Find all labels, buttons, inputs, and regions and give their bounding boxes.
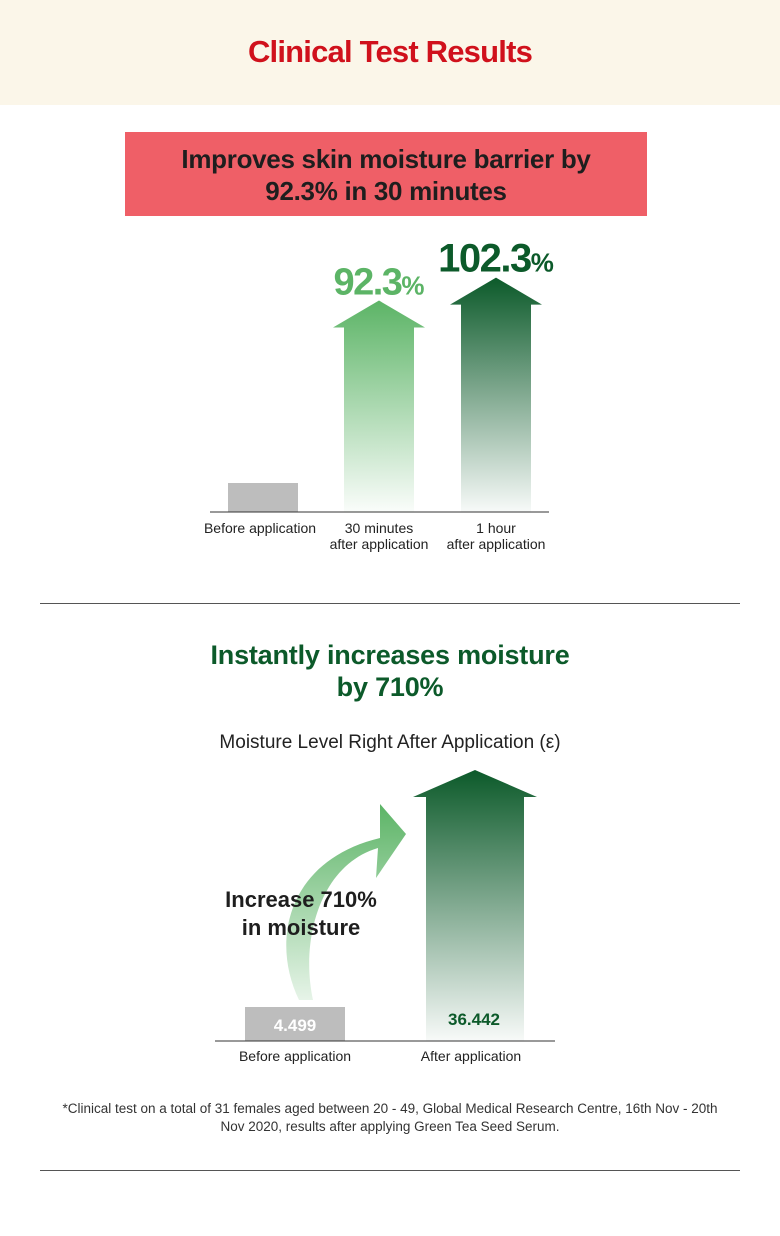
x-tick-label-2: 1 hour <box>476 520 516 536</box>
section-divider <box>40 603 740 604</box>
header-band: Clinical Test Results <box>0 0 780 105</box>
annotation-line1: Increase 710% <box>225 887 377 912</box>
x-tick-label-1-line2: after application <box>330 536 429 552</box>
x-tick-label-1: 30 minutes <box>345 520 413 536</box>
x-tick-label-2-line2: after application <box>447 536 546 552</box>
section2-title-line1: Instantly increases moisture <box>210 640 570 670</box>
x-tick-label-1: After application <box>421 1048 521 1064</box>
bar-arrow-30-minutes <box>333 300 425 512</box>
bar-before-application <box>228 483 298 512</box>
data-label-1: 92.3% <box>333 262 424 304</box>
curved-increase-arrow <box>286 804 406 1000</box>
page-title: Clinical Test Results <box>247 34 533 69</box>
moisture-level-chart: Increase 710% in moisture 4.499 36.442 Bef… <box>215 770 555 1064</box>
section2-title-line2: by 710% <box>336 672 444 702</box>
headline-banner: Improves skin moisture barrier by 92.3% … <box>125 132 647 216</box>
banner-line-1: Improves skin moisture barrier by <box>181 144 591 174</box>
banner-line-2: 92.3% in 30 minutes <box>265 176 507 206</box>
data-label-before: 4.499 <box>274 1016 317 1035</box>
bar-arrow-1-hour <box>450 277 542 512</box>
chart2-title: Moisture Level Right After Application (… <box>219 732 561 753</box>
bar-before-application <box>245 1007 345 1041</box>
annotation-line2: in moisture <box>242 915 361 940</box>
data-label-2: 102.3% <box>438 237 554 281</box>
x-tick-label-0: Before application <box>239 1048 351 1064</box>
data-label-after: 36.442 <box>448 1010 500 1029</box>
footnote: *Clinical test on a total of 31 females … <box>62 1101 718 1134</box>
x-tick-label-0: Before application <box>204 520 316 536</box>
bottom-divider <box>40 1170 740 1171</box>
bar-arrow-after-application <box>413 770 537 1041</box>
